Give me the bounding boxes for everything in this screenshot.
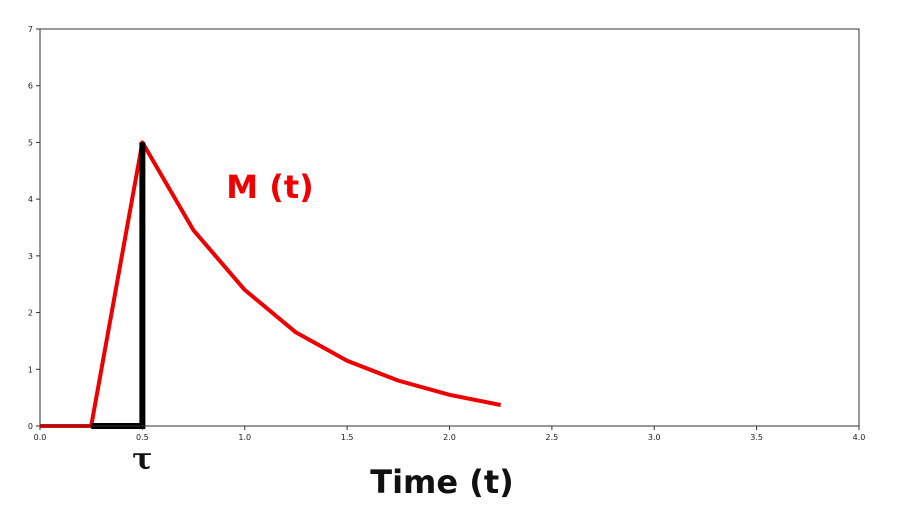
series-group xyxy=(40,140,502,428)
x-tick-label: 0.0 xyxy=(34,433,47,442)
x-tick-label: 3.5 xyxy=(750,433,763,442)
x-tick-label: 1.0 xyxy=(238,433,251,442)
y-tick-label: 6 xyxy=(28,82,33,91)
y-tick-label: 0 xyxy=(28,422,33,431)
x-tick-label: 1.5 xyxy=(341,433,354,442)
tau-label: τ xyxy=(132,442,152,477)
series-label-mt: M (t) xyxy=(226,168,314,206)
y-tick-label: 1 xyxy=(28,365,33,374)
plot-frame xyxy=(39,28,860,427)
y-tick-label: 3 xyxy=(28,252,33,261)
x-axis-label: Time (t) xyxy=(370,463,514,501)
x-tick-label: 2.5 xyxy=(546,433,559,442)
x-tick-label: 3.0 xyxy=(648,433,661,442)
y-tick-label: 4 xyxy=(28,195,33,204)
y-tick-label: 2 xyxy=(28,309,33,318)
x-tick-label: 4.0 xyxy=(853,433,866,442)
series-line-0 xyxy=(40,140,502,428)
x-tick-label: 0.5 xyxy=(136,433,149,442)
x-ticks: 0.0 0.5 1.0 1.5 2.0 2.5 3.0 3.5 4.0 xyxy=(34,426,866,442)
y-ticks: 0 1 2 3 4 5 6 7 xyxy=(28,25,40,431)
y-tick-label: 7 xyxy=(28,25,33,34)
x-tick-label: 2.0 xyxy=(443,433,456,442)
y-tick-label: 5 xyxy=(28,138,33,147)
